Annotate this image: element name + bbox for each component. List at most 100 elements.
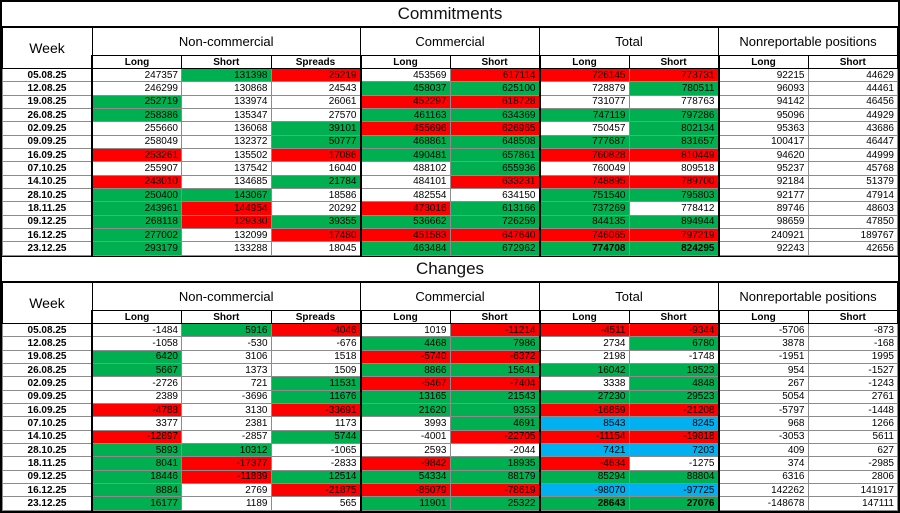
- table-cell: 774708: [538, 241, 630, 256]
- week-cell: 12.08.25: [2, 81, 93, 96]
- table-cell: 88804: [628, 469, 719, 485]
- table-cell: 13165: [359, 389, 451, 405]
- table-cell: -5740: [359, 349, 451, 365]
- table-cell: 458037: [359, 81, 451, 96]
- table-cell: -11889: [181, 469, 272, 485]
- table-cell: 797286: [628, 108, 719, 123]
- table-row: 16.09.25 -4788 3130 -33691 21620 9353 -16859 -2…: [2, 403, 898, 418]
- table-cell: 18446: [91, 469, 182, 485]
- week-cell: 05.08.25: [2, 67, 93, 83]
- table-cell: 7421: [538, 443, 630, 458]
- table-cell: 490481: [359, 148, 451, 163]
- table-cell: 747119: [538, 108, 630, 123]
- subcolumn-header-nonreportable-positions-short: Short: [807, 55, 898, 69]
- table-cell: 634150: [449, 188, 540, 203]
- table-row: 16.12.25 8884 2769 -21875 -85079 -78619 -98070…: [2, 483, 898, 498]
- subcolumn-header-nonreportable-positions-short: Short: [807, 310, 898, 324]
- table-cell: 18045: [270, 241, 361, 256]
- subcolumn-header-non-commercial-spreads: Spreads: [270, 55, 361, 69]
- table-cell: 44629: [807, 67, 898, 83]
- table-row: 07.10.25 255907 137542 16040 488102 655936 760…: [2, 161, 898, 176]
- table-cell: -7404: [449, 376, 540, 391]
- table-cell: 451583: [359, 228, 451, 243]
- table-cell: 894944: [628, 214, 719, 230]
- table-cell: 18586: [270, 188, 361, 203]
- table-cell: -2726: [91, 376, 182, 391]
- table-row: 26.08.25 258386 135347 27570 461163 634369 747…: [2, 108, 898, 123]
- table-cell: 92177: [717, 188, 809, 203]
- table-cell: 760049: [538, 161, 630, 176]
- table-cell: -530: [181, 336, 272, 351]
- table-cell: 28643: [538, 496, 630, 511]
- table-cell: 468861: [359, 134, 451, 150]
- table-row: 14.10.25 243010 134685 21784 484101 633231 748…: [2, 174, 898, 190]
- table-cell: 253261: [91, 148, 182, 163]
- table-row: 09.09.25 258049 132372 50777 468861 648508 777…: [2, 134, 898, 150]
- table-cell: 132099: [181, 228, 272, 243]
- table-cell: 267: [717, 376, 809, 391]
- table-cell: 777687: [538, 134, 630, 150]
- table-cell: -1058: [91, 336, 182, 351]
- table-cell: 39101: [270, 121, 361, 136]
- table-cell: 137542: [181, 161, 272, 176]
- group-header-nonreportable-positions: Nonreportable positions: [718, 282, 898, 311]
- table-row: 16.12.25 277002 132099 17480 451583 647640 746…: [2, 228, 898, 243]
- table-cell: 409: [717, 443, 809, 458]
- table-cell: 2198: [538, 349, 630, 365]
- table-row: 05.08.25 247357 131398 25219 453569 617114 726…: [2, 67, 898, 83]
- table-row: 23.12.25 16177 1189 565 11901 25322 28643 27076…: [2, 496, 898, 511]
- table-cell: 647640: [449, 228, 540, 243]
- table-cell: 1518: [270, 349, 361, 365]
- table-cell: 968: [717, 416, 809, 431]
- table-cell: 672962: [449, 241, 540, 256]
- table-row: 14.10.25 -12897 -2857 5744 -4001 -22705 -11154…: [2, 429, 898, 445]
- week-column-header: Week: [2, 282, 93, 324]
- week-cell: 02.09.25: [2, 376, 93, 391]
- table-cell: -85079: [359, 483, 451, 498]
- table-cell: -11154: [538, 429, 630, 445]
- table-cell: 258049: [91, 134, 182, 150]
- table-cell: 2381: [181, 416, 272, 431]
- subcolumn-header-non-commercial-long: Long: [91, 310, 182, 324]
- table-cell: 7986: [449, 336, 540, 351]
- table-cell: 17480: [270, 228, 361, 243]
- table-cell: 626965: [449, 121, 540, 136]
- table-cell: 1173: [270, 416, 361, 431]
- table-cell: 8884: [91, 483, 182, 498]
- table-cell: -1951: [717, 349, 809, 365]
- table-cell: -6372: [449, 349, 540, 365]
- table-cell: 48603: [807, 201, 898, 216]
- table-cell: -4634: [538, 456, 630, 471]
- table-cell: 26061: [270, 94, 361, 110]
- table-cell: 98659: [717, 214, 809, 230]
- table-cell: 1189: [181, 496, 272, 511]
- table-cell: 2734: [538, 336, 630, 351]
- table-cell: 246299: [91, 81, 182, 96]
- table-cell: 47850: [807, 214, 898, 230]
- table-cell: 4468: [359, 336, 451, 351]
- table-cell: -22705: [449, 429, 540, 445]
- table-cell: 18935: [449, 456, 540, 471]
- subcolumn-header-commercial-long: Long: [359, 55, 451, 69]
- table-cell: 133288: [181, 241, 272, 256]
- commitments-table-body: 05.08.25 247357 131398 25219 453569 617114 726…: [2, 67, 898, 256]
- table-cell: 250400: [91, 188, 182, 203]
- week-cell: 07.10.25: [2, 161, 93, 176]
- week-cell: 26.08.25: [2, 108, 93, 123]
- table-cell: 778412: [628, 201, 719, 216]
- table-cell: -4788: [91, 403, 182, 418]
- table-cell: 463484: [359, 241, 451, 256]
- table-cell: 47914: [807, 188, 898, 203]
- table-cell: 44461: [807, 81, 898, 96]
- table-cell: 3338: [538, 376, 630, 391]
- table-cell: 11531: [270, 376, 361, 391]
- table-cell: 94142: [717, 94, 809, 110]
- table-cell: 3878: [717, 336, 809, 351]
- table-cell: 21620: [359, 403, 451, 418]
- table-cell: -12897: [91, 429, 182, 445]
- table-cell: -148678: [717, 496, 809, 511]
- table-cell: 129330: [181, 214, 272, 230]
- table-cell: 25219: [270, 67, 361, 83]
- changes-title: Changes: [2, 257, 898, 282]
